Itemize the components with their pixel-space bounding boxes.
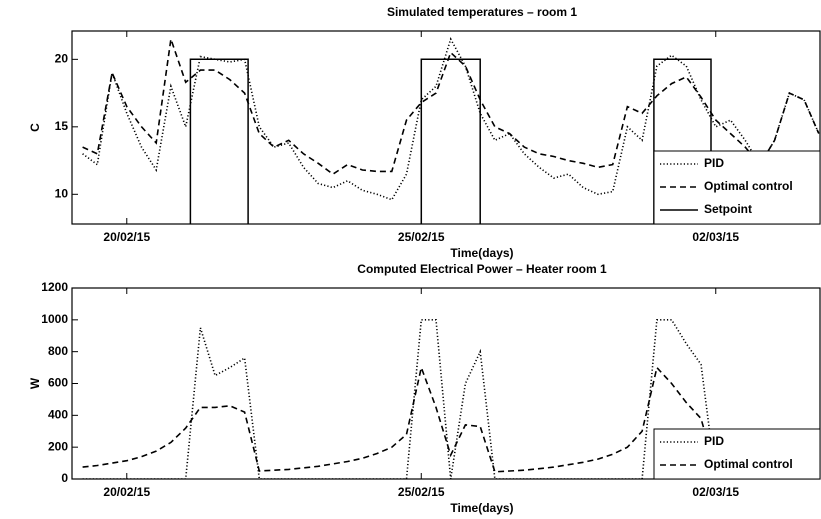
y-axis-label: W (28, 377, 42, 389)
plot-area (82, 37, 820, 224)
axes-frame (71, 30, 821, 225)
y-tick-label: 600 (48, 376, 68, 390)
chart-title: Computed Electrical Power – Heater room … (357, 262, 607, 276)
y-tick-label: 0 (61, 471, 68, 485)
y-axis-label: C (28, 123, 42, 132)
y-tick-label: 800 (48, 344, 68, 358)
series-line (82, 38, 820, 176)
legend-box (653, 428, 821, 480)
legend-label: Optimal control (704, 457, 793, 471)
x-axis-label: Time(days) (450, 501, 513, 515)
legend-label: Optimal control (704, 179, 793, 193)
x-tick-label: 02/03/15 (692, 485, 739, 499)
y-tick-label: 1200 (41, 280, 68, 294)
chart-title: Simulated temperatures – room 1 (387, 5, 577, 19)
y-tick-label: 10 (55, 186, 69, 200)
y-tick-label: 400 (48, 408, 68, 422)
series-line (82, 364, 819, 473)
plot-area (82, 319, 819, 479)
series-line (82, 37, 820, 201)
y-tick-label: 15 (55, 119, 69, 133)
y-tick-label: 1000 (41, 312, 68, 326)
x-tick-label: 20/02/15 (103, 485, 150, 499)
y-tick-label: 20 (55, 52, 69, 66)
series-line (189, 58, 712, 224)
x-tick-label: 20/02/15 (103, 230, 150, 244)
y-tick-label: 200 (48, 439, 68, 453)
x-tick-label: 25/02/15 (398, 230, 445, 244)
x-axis-label: Time(days) (450, 246, 513, 260)
legend-label: PID (704, 434, 724, 448)
x-tick-label: 25/02/15 (398, 485, 445, 499)
x-tick-label: 02/03/15 (692, 230, 739, 244)
legend-label: Setpoint (704, 202, 752, 216)
legend-label: PID (704, 156, 724, 170)
